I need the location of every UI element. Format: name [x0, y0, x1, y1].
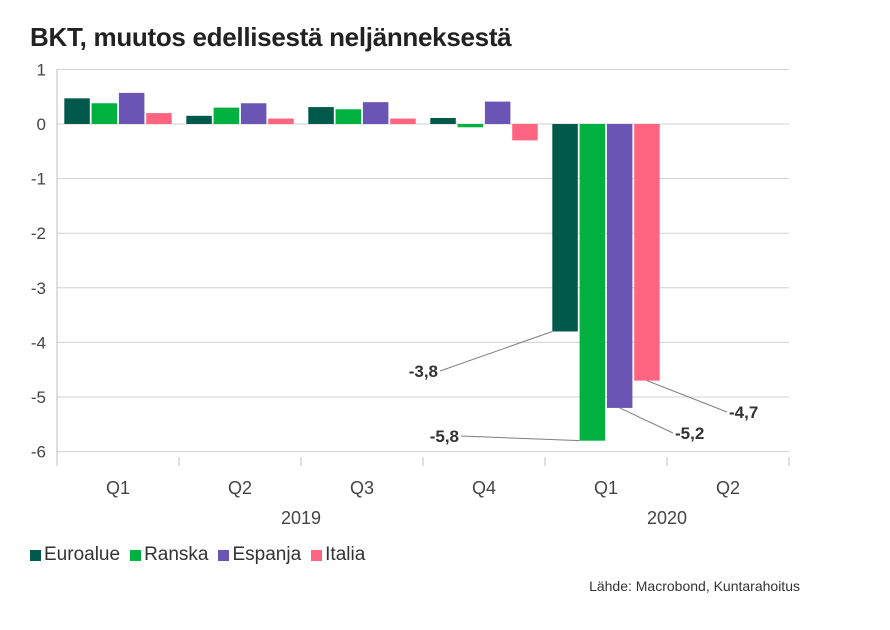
bar-euroalue — [186, 115, 212, 124]
x-tick-label: Q1 — [106, 478, 130, 498]
x-group-label: 2019 — [281, 508, 321, 528]
bar-ranska — [91, 103, 118, 124]
bar-ranska — [213, 107, 240, 124]
bar-italia — [390, 118, 416, 124]
chart-legend: Euroalue Ranska Espanja Italia — [30, 544, 375, 566]
data-label: -5,2 — [675, 424, 704, 443]
x-tick-label: Q1 — [594, 478, 618, 498]
legend-label-espanja: Espanja — [232, 544, 302, 565]
data-label-leader — [619, 407, 674, 434]
x-tick-label: Q3 — [350, 478, 374, 498]
bar-italia — [634, 124, 660, 381]
y-tick-label: -5 — [31, 388, 46, 407]
bar-euroalue — [64, 98, 90, 124]
legend-swatch-espanja — [218, 549, 230, 561]
bar-ranska — [457, 124, 484, 128]
bar-euroalue — [430, 117, 456, 124]
bar-italia — [512, 124, 538, 141]
legend-item-italia: Italia — [311, 544, 365, 566]
y-tick-label: 1 — [37, 60, 46, 79]
bar-espanja — [240, 103, 267, 124]
bar-espanja — [118, 92, 145, 124]
legend-swatch-euroalue — [30, 549, 41, 561]
bar-euroalue — [308, 107, 334, 124]
data-label-leader — [439, 331, 553, 372]
y-tick-label: -4 — [31, 333, 46, 352]
bar-italia — [268, 118, 294, 124]
legend-label-ranska: Ranska — [144, 544, 209, 565]
bar-espanja — [484, 101, 511, 124]
y-tick-label: -3 — [31, 279, 46, 298]
data-label: -4,7 — [729, 403, 758, 422]
y-tick-label: 0 — [37, 115, 46, 134]
bar-euroalue — [552, 124, 578, 332]
legend-swatch-ranska — [130, 549, 142, 561]
y-tick-label: -2 — [31, 224, 46, 243]
legend-item-espanja: Espanja — [218, 544, 301, 566]
x-tick-label: Q2 — [716, 478, 740, 498]
x-group-label: 2020 — [647, 508, 687, 528]
legend-swatch-italia — [311, 549, 323, 561]
bar-ranska — [335, 109, 362, 124]
chart-title: BKT, muutos edellisestä neljänneksestä — [30, 22, 512, 52]
legend-item-ranska: Ranska — [130, 544, 208, 566]
data-label: -3,8 — [409, 362, 438, 381]
y-tick-label: -6 — [31, 443, 46, 462]
bar-italia — [146, 113, 172, 124]
bar-espanja — [362, 102, 389, 124]
data-label-leader — [646, 380, 728, 413]
data-label-leader — [460, 435, 580, 442]
x-tick-label: Q2 — [228, 478, 252, 498]
legend-label-italia: Italia — [325, 544, 366, 565]
y-tick-label: -1 — [31, 170, 46, 189]
bar-espanja — [606, 124, 633, 408]
source-note: Lähde: Macrobond, Kuntarahoitus — [589, 578, 800, 594]
bar-ranska — [579, 124, 606, 441]
data-label: -5,8 — [430, 427, 459, 446]
legend-label-euroalue: Euroalue — [44, 544, 121, 565]
x-tick-label: Q4 — [472, 478, 496, 498]
legend-item-euroalue: Euroalue — [30, 544, 120, 566]
